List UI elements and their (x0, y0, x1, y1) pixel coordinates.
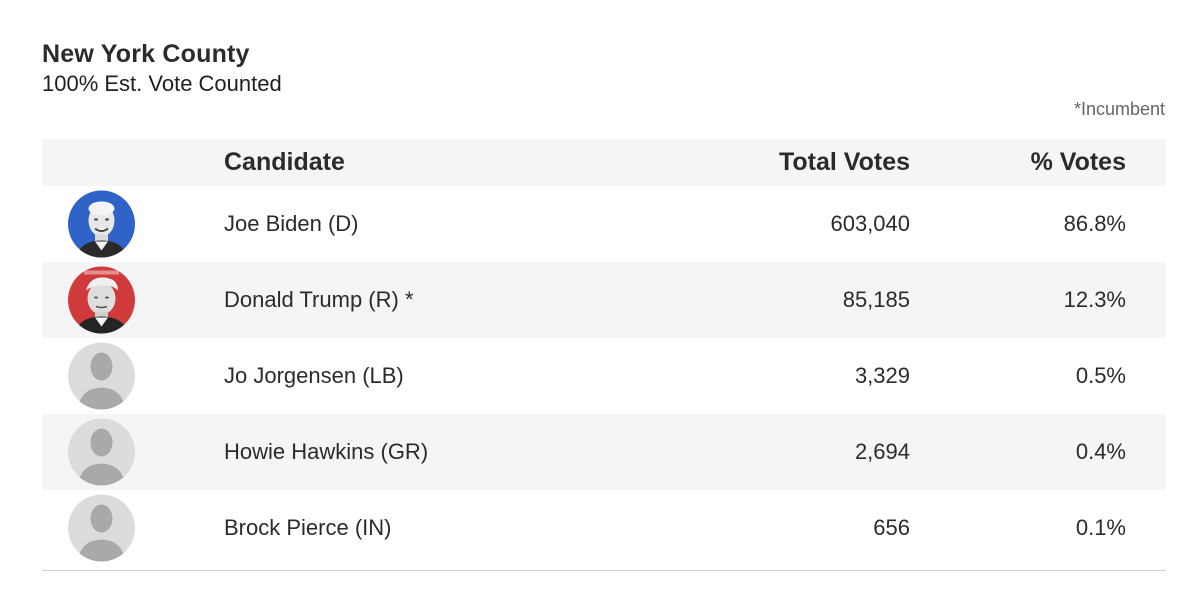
candidate-avatar (68, 494, 135, 562)
table-row: Brock Pierce (IN) 656 0.1% (42, 490, 1166, 566)
table-row: Howie Hawkins (GR) 2,694 0.4% (42, 414, 1166, 490)
placeholder-person-icon (68, 342, 135, 410)
candidate-avatar (68, 190, 135, 258)
placeholder-person-icon (68, 418, 135, 486)
column-header-candidate: Candidate (224, 148, 345, 176)
table-row: Joe Biden (D) 603,040 86.8% (42, 186, 1166, 262)
total-votes: 603,040 (830, 211, 910, 236)
table-header-row: Candidate Total Votes % Votes (42, 139, 1166, 186)
results-table: Candidate Total Votes % Votes Joe Bid (42, 139, 1166, 566)
table-bottom-divider (42, 570, 1166, 571)
candidate-name: Howie Hawkins (GR) (224, 439, 429, 464)
candidate-avatar (68, 266, 135, 334)
header-photo-cell (42, 139, 224, 186)
candidate-name: Jo Jorgensen (LB) (224, 363, 404, 388)
percent-votes: 0.5% (1075, 363, 1126, 388)
incumbent-note: *Incumbent (1073, 99, 1165, 119)
percent-votes: 86.8% (1063, 211, 1126, 236)
total-votes: 85,185 (842, 287, 910, 312)
column-header-pct-votes: % Votes (1030, 148, 1126, 176)
placeholder-person-icon (68, 494, 135, 562)
vote-counted-status: 100% Est. Vote Counted (42, 71, 282, 96)
candidate-name: Joe Biden (D) (224, 211, 359, 236)
candidate-name: Donald Trump (R) * (224, 287, 414, 312)
candidate-avatar (68, 342, 135, 410)
percent-votes: 0.1% (1075, 515, 1126, 540)
percent-votes: 12.3% (1063, 287, 1126, 312)
percent-votes: 0.4% (1075, 439, 1126, 464)
photo-cell (42, 414, 224, 490)
trump-photo-icon (68, 266, 135, 334)
table-row: Donald Trump (R) * 85,185 12.3% (42, 262, 1166, 338)
biden-photo-icon (68, 190, 135, 258)
table-row: Jo Jorgensen (LB) 3,329 0.5% (42, 338, 1166, 414)
total-votes: 2,694 (854, 439, 910, 464)
photo-cell (42, 262, 224, 338)
county-title: New York County (42, 40, 250, 68)
candidate-name: Brock Pierce (IN) (224, 515, 392, 540)
total-votes: 656 (873, 515, 910, 540)
photo-cell (42, 186, 224, 262)
photo-cell (42, 490, 224, 566)
total-votes: 3,329 (854, 363, 910, 388)
photo-cell (42, 338, 224, 414)
candidate-avatar (68, 418, 135, 486)
column-header-total-votes: Total Votes (778, 148, 910, 176)
